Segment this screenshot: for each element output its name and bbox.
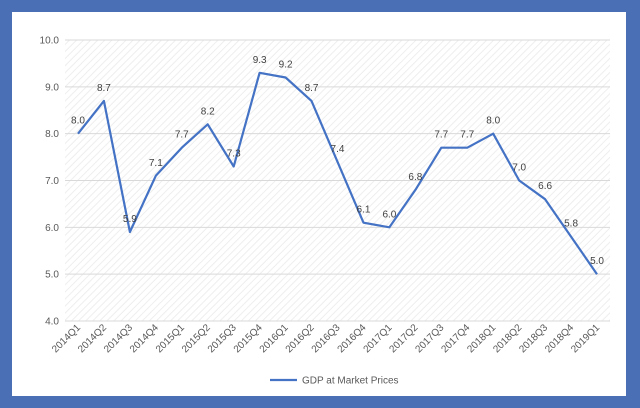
data-label: 7.1 [149,158,163,169]
data-labels: 8.0 8.7 5.9 7.1 7.7 8.2 7.3 9.3 9.2 8.7 7.4 6.1 6.0 6… [71,55,604,267]
y-tick-label: 9.0 [45,82,59,93]
y-axis-ticks: 4.0 5.0 6.0 7.0 8.0 9.0 10.0 [40,36,60,328]
x-axis-ticks: 2014Q12014Q22014Q32014Q42015Q12015Q22015… [50,322,602,355]
x-tick-label: 2019Q1 [569,322,602,355]
data-label: 6.1 [356,205,370,216]
data-label: 8.2 [201,106,215,117]
data-label: 6.8 [408,172,422,183]
data-label: 9.3 [253,55,267,66]
data-label: 8.7 [305,83,319,94]
y-tick-label: 7.0 [45,176,59,187]
legend: GDP at Market Prices [270,376,399,387]
y-tick-label: 8.0 [45,129,59,140]
data-label: 7.7 [434,130,448,141]
chart-frame: 4.0 5.0 6.0 7.0 8.0 9.0 10.0 2014Q1 2014Q2 2014Q… [12,12,626,396]
y-tick-label: 5.0 [45,270,59,281]
data-label: 5.0 [590,256,604,267]
data-label: 7.7 [460,130,474,141]
data-label: 6.6 [538,181,552,192]
gdp-line-chart: 4.0 5.0 6.0 7.0 8.0 9.0 10.0 2014Q12014Q22014Q… [40,36,610,387]
legend-label: GDP at Market Prices [302,376,399,387]
data-label: 6.0 [382,209,396,220]
y-tick-label: 10.0 [40,36,60,47]
data-label: 8.7 [97,83,111,94]
data-label: 7.4 [331,144,345,155]
data-label: 7.7 [175,130,189,141]
series-line-gdp [77,71,598,275]
data-label: 5.9 [123,214,137,225]
y-tick-label: 6.0 [45,223,59,234]
data-label: 9.2 [279,59,293,70]
data-label: 8.0 [486,116,500,127]
data-label: 7.3 [227,148,241,159]
data-label: 8.0 [71,116,85,127]
data-label: 5.8 [564,219,578,230]
data-label: 7.0 [512,163,526,174]
gridlines [65,39,610,322]
y-tick-label: 4.0 [45,317,59,328]
